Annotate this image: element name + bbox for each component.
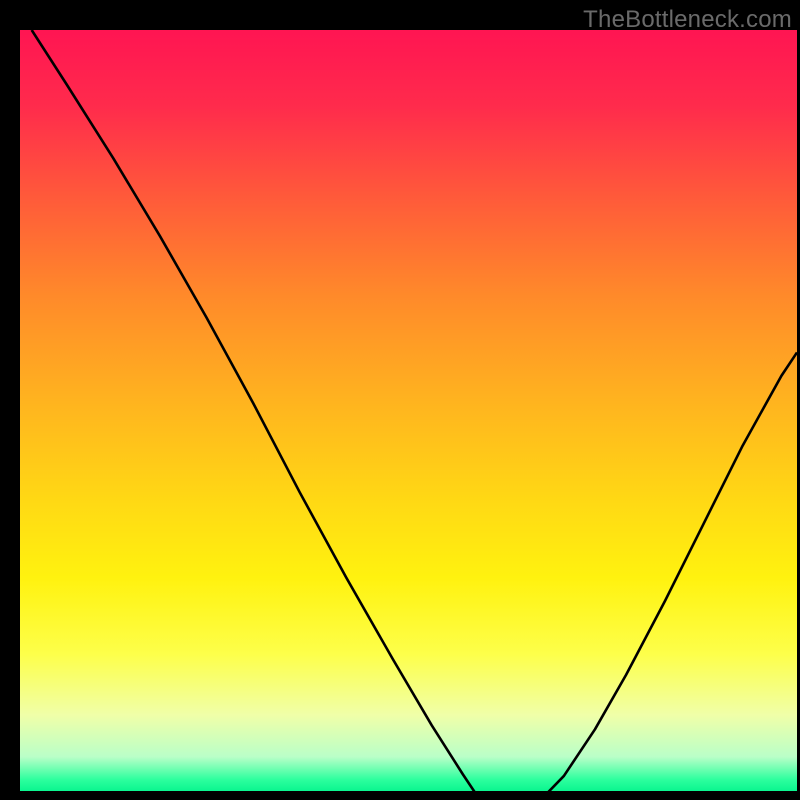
stage: TheBottleneck.com bbox=[0, 0, 800, 800]
watermark-text: TheBottleneck.com bbox=[583, 6, 792, 34]
frame-bottom bbox=[0, 791, 800, 800]
bottleneck-curve bbox=[20, 30, 797, 791]
plot-area bbox=[20, 30, 797, 791]
frame-left bbox=[0, 0, 20, 800]
curve-path bbox=[32, 30, 797, 791]
